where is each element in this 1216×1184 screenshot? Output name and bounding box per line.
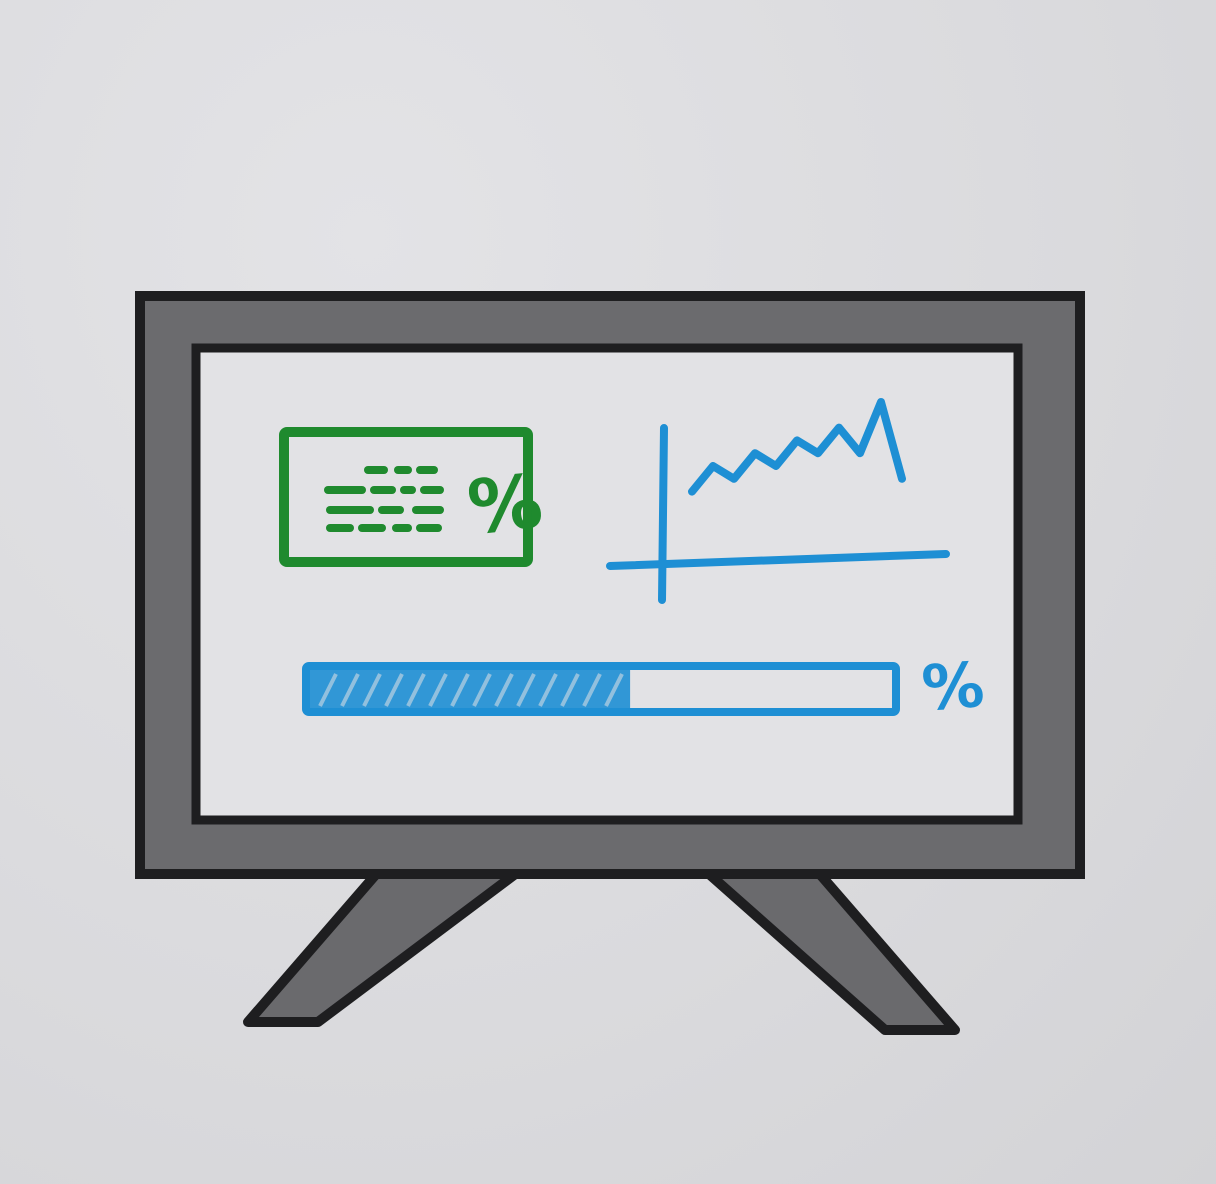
chart-sparkline	[688, 398, 906, 496]
stats-card-border	[279, 427, 533, 567]
progress-hatch-stroke	[494, 673, 514, 707]
progress-hatching	[318, 673, 624, 707]
chart-y-axis	[658, 424, 668, 604]
progress-hatch-stroke	[362, 673, 382, 707]
progress-hatch-stroke	[340, 673, 360, 707]
progress-hatch-stroke	[604, 673, 624, 707]
chart-x-axis	[606, 550, 950, 570]
progress-hatch-stroke	[516, 673, 536, 707]
stats-card-text-lines	[324, 466, 444, 532]
progress-hatch-stroke	[582, 673, 602, 707]
stats-percent-symbol: %	[463, 458, 547, 552]
progress-hatch-stroke	[428, 673, 448, 707]
stand-left-leg	[243, 867, 523, 1027]
progress-bar	[302, 662, 900, 716]
progress-hatch-stroke	[406, 673, 426, 707]
progress-hatch-stroke	[472, 673, 492, 707]
line-chart	[606, 398, 950, 604]
progress-hatch-stroke	[538, 673, 558, 707]
progress-hatch-stroke	[318, 673, 338, 707]
progress-hatch-stroke	[560, 673, 580, 707]
stats-card	[279, 427, 533, 567]
stand-right-leg	[695, 861, 960, 1035]
monitor-screen	[191, 343, 1023, 825]
progress-track	[302, 662, 900, 716]
progress-hatch-stroke	[450, 673, 470, 707]
progress-hatch-stroke	[384, 673, 404, 707]
progress-percent-symbol: %	[919, 647, 987, 726]
